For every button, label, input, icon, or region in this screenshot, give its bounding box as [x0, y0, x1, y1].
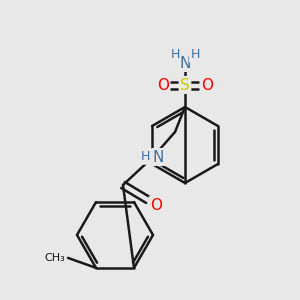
- Text: N: N: [179, 56, 191, 70]
- Text: H: H: [170, 49, 180, 62]
- Text: H: H: [190, 49, 200, 62]
- Text: H: H: [140, 151, 150, 164]
- Text: O: O: [150, 197, 162, 212]
- Text: S: S: [180, 77, 190, 92]
- Text: O: O: [157, 77, 169, 92]
- Text: CH₃: CH₃: [44, 253, 65, 263]
- Text: O: O: [201, 77, 213, 92]
- Text: N: N: [152, 149, 164, 164]
